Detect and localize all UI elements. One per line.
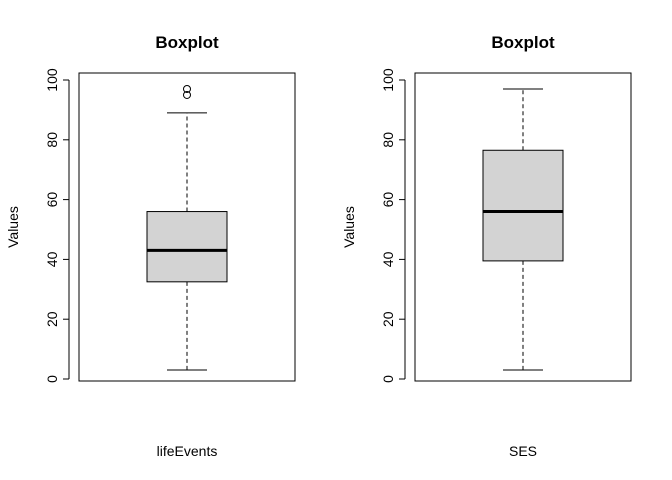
- iqr-box: [482, 149, 564, 262]
- chart-title: Boxplot: [155, 33, 219, 52]
- outlier-point: [183, 90, 191, 99]
- y-tick-label: 20: [380, 311, 396, 327]
- y-tick-label: 0: [380, 375, 396, 383]
- panel-lifeEvents: Boxplot Values lifeEvents 0 20 40 60 80 100: [5, 33, 296, 459]
- chart-title: Boxplot: [491, 33, 555, 52]
- y-tick-label: 40: [44, 251, 60, 267]
- y-tick-label: 100: [380, 68, 396, 92]
- y-axis-label: Values: [341, 206, 357, 248]
- plot-frame: [414, 72, 632, 382]
- y-tick-label: 100: [44, 68, 60, 92]
- iqr-box: [146, 211, 228, 283]
- y-tick-label: 60: [44, 192, 60, 208]
- y-tick-label: 80: [44, 132, 60, 148]
- x-axis-label: SES: [509, 443, 537, 459]
- y-tick-label: 20: [44, 311, 60, 327]
- x-axis-label: lifeEvents: [157, 443, 218, 459]
- plot-frame: [78, 72, 296, 382]
- outlier-point: [183, 84, 191, 93]
- y-tick-label: 60: [380, 192, 396, 208]
- panel-SES: Boxplot Values SES 0 20 40 60 80 100: [341, 33, 632, 459]
- y-tick-label: 40: [380, 251, 396, 267]
- y-axis-label: Values: [5, 206, 21, 248]
- y-tick-label: 0: [44, 375, 60, 383]
- y-tick-label: 80: [380, 132, 396, 148]
